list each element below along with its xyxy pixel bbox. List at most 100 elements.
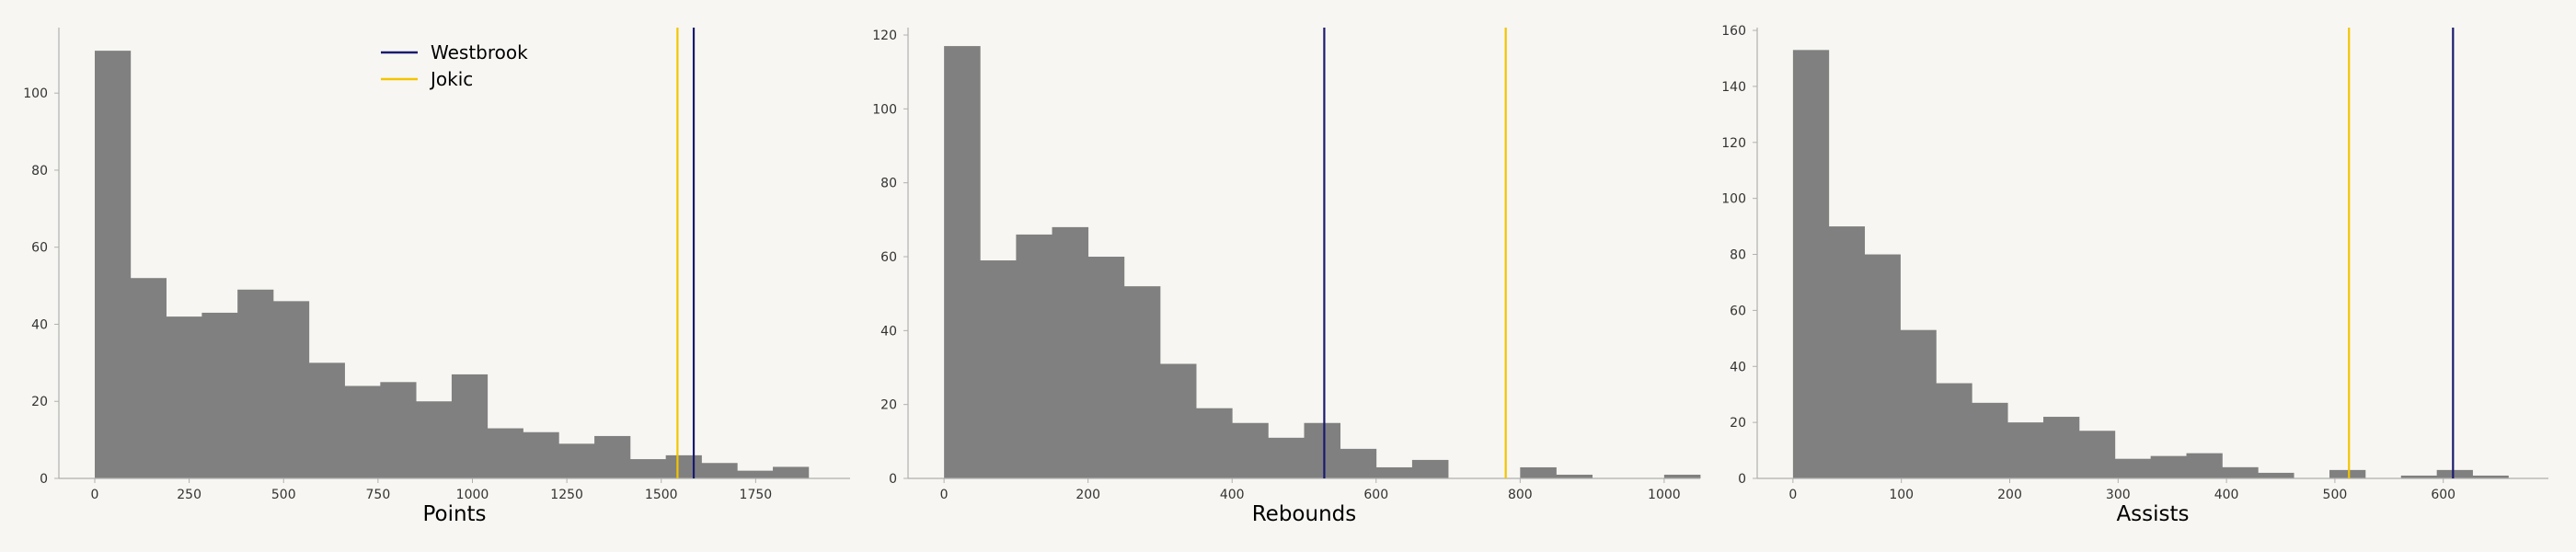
rebounds-bar-16 (1520, 466, 1557, 478)
rebounds-y-tick-label-100: 100 (872, 102, 897, 117)
rebounds-bar-7 (1196, 408, 1233, 478)
points-x-tick-label-1000: 1000 (456, 488, 489, 502)
assists-x-tick-label-400: 400 (2214, 488, 2239, 502)
rebounds-bar-2 (1016, 234, 1052, 478)
assists-x-tick-label-300: 300 (2106, 488, 2131, 502)
assists-y-tick-label-120: 120 (1721, 136, 1746, 151)
points-histogram-panel: 0 250 500 750 1000 1250 1500 1750 0 20 40 60 80 100 Po… (23, 28, 850, 526)
assists-bar-1 (1828, 226, 1866, 478)
points-bar-18 (737, 470, 774, 478)
points-bar-17 (701, 463, 738, 478)
rebounds-bar-6 (1159, 363, 1197, 478)
assists-bar-12 (2222, 466, 2259, 478)
points-x-tick-label-500: 500 (271, 488, 296, 502)
points-bar-10 (451, 374, 489, 478)
assists-y-tick-label-0: 0 (1738, 472, 1746, 487)
assists-bar-17 (2400, 475, 2438, 478)
assists-bar-19 (2472, 475, 2509, 478)
assists-bar-4 (1936, 383, 1972, 478)
points-x-axis-label: Points (422, 502, 486, 526)
rebounds-y-tick-label-40: 40 (880, 324, 897, 339)
assists-y-tick-label-80: 80 (1730, 248, 1746, 263)
rebounds-x-tick-label-0: 0 (940, 488, 949, 502)
assists-bar-0 (1792, 50, 1830, 478)
rebounds-bar-9 (1268, 437, 1305, 478)
assists-x-tick-label-100: 100 (1889, 488, 1914, 502)
rebounds-bar-17 (1556, 474, 1593, 478)
assists-bar-9 (2114, 458, 2152, 478)
rebounds-x-tick-label-1000: 1000 (1648, 488, 1681, 502)
assists-x-tick-label-0: 0 (1788, 488, 1797, 502)
points-bar-1 (130, 278, 167, 478)
points-bar-0 (94, 51, 132, 478)
rebounds-y-tick-label-0: 0 (889, 472, 897, 487)
assists-bar-13 (2258, 472, 2294, 478)
legend-westbrook-label: Westbrook (431, 41, 528, 63)
rebounds-y-tick-label-80: 80 (880, 177, 897, 191)
assists-x-tick-label-200: 200 (1997, 488, 2022, 502)
legend: Westbrook Jokic (381, 41, 528, 90)
assists-bar-15 (2329, 469, 2366, 478)
rebounds-y-tick-label-20: 20 (880, 398, 897, 413)
points-bar-12 (523, 431, 559, 478)
assists-y-tick-label-20: 20 (1730, 416, 1746, 431)
points-y-tick-label-100: 100 (23, 86, 48, 101)
assists-bar-18 (2436, 469, 2473, 478)
rebounds-bar-12 (1375, 466, 1413, 478)
rebounds-bar-3 (1052, 226, 1089, 478)
points-bar-11 (487, 428, 523, 478)
rebounds-bar-4 (1087, 257, 1125, 478)
points-bar-3 (201, 312, 238, 478)
points-y-tick-label-40: 40 (31, 317, 48, 332)
assists-bar-5 (1972, 402, 2008, 478)
points-x-tick-label-1500: 1500 (645, 488, 678, 502)
points-bar-7 (344, 385, 381, 478)
assists-x-tick-label-500: 500 (2323, 488, 2348, 502)
rebounds-x-tick-label-200: 200 (1075, 488, 1100, 502)
assists-x-axis-label: Assists (2116, 502, 2189, 526)
assists-bar-8 (2078, 431, 2116, 478)
points-y-tick-label-20: 20 (31, 395, 48, 409)
rebounds-bar-13 (1411, 459, 1449, 478)
rebounds-bar-5 (1123, 286, 1161, 478)
rebounds-bar-11 (1340, 448, 1377, 478)
points-bar-13 (558, 443, 595, 478)
points-x-tick-label-1750: 1750 (740, 488, 773, 502)
assists-y-tick-label-40: 40 (1730, 360, 1746, 374)
legend-jokic-label: Jokic (429, 68, 473, 90)
points-x-tick-label-0: 0 (91, 488, 99, 502)
assists-y-tick-label-100: 100 (1721, 192, 1746, 207)
assists-x-tick-label-600: 600 (2431, 488, 2455, 502)
rebounds-y-tick-label-120: 120 (872, 29, 897, 43)
rebounds-bar-1 (980, 260, 1017, 478)
rebounds-x-tick-label-800: 800 (1508, 488, 1533, 502)
rebounds-x-axis-label: Rebounds (1252, 502, 1357, 526)
points-bar-5 (272, 301, 310, 478)
rebounds-histogram-panel: 0 200 400 600 800 1000 0 20 40 60 80 100 120 Rebounds (872, 28, 1701, 526)
points-x-tick-label-1250: 1250 (550, 488, 583, 502)
points-bar-2 (166, 316, 202, 478)
rebounds-bar-20 (1663, 474, 1701, 478)
points-bar-14 (594, 435, 631, 478)
points-x-tick-label-250: 250 (177, 488, 201, 502)
rebounds-bar-10 (1304, 422, 1341, 478)
points-bar-16 (665, 454, 702, 478)
points-bar-6 (308, 362, 345, 478)
assists-y-tick-label-140: 140 (1721, 80, 1746, 95)
assists-bar-11 (2186, 453, 2223, 478)
assists-y-tick-label-60: 60 (1730, 304, 1746, 318)
assists-bar-6 (2007, 422, 2044, 478)
rebounds-bar-8 (1232, 422, 1269, 478)
assists-bar-10 (2150, 455, 2187, 478)
points-bar-19 (773, 466, 810, 478)
points-bar-15 (629, 459, 667, 478)
assists-histogram-panel: 0 100 200 300 400 500 600 0 20 40 60 80 100 120 140 160… (1721, 24, 2548, 526)
assists-bar-3 (1900, 329, 1937, 478)
points-bar-9 (416, 401, 453, 478)
points-bar-4 (237, 289, 274, 478)
points-y-tick-label-60: 60 (31, 241, 48, 256)
rebounds-x-tick-label-600: 600 (1363, 488, 1388, 502)
points-x-tick-label-750: 750 (366, 488, 391, 502)
assists-bar-2 (1864, 254, 1901, 478)
